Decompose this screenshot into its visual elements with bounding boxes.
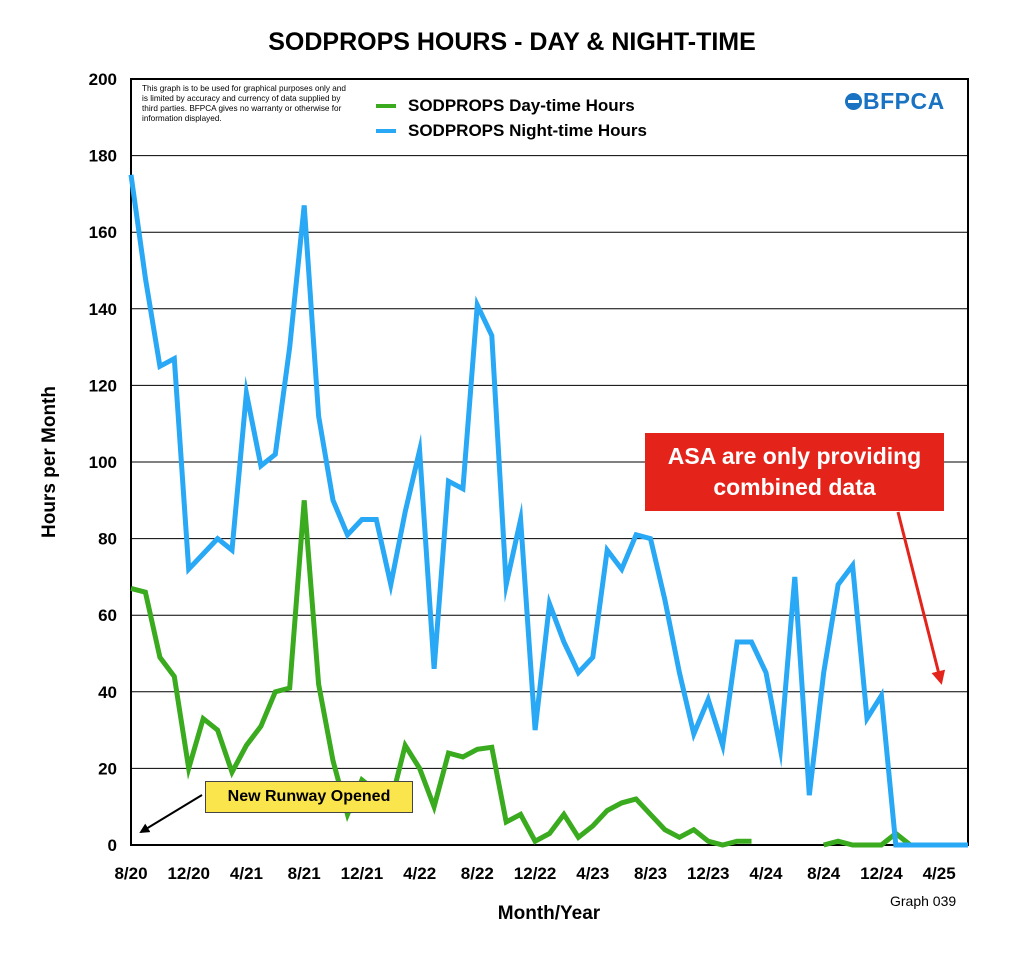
y-tick-label: 60 — [98, 606, 117, 625]
callout-line-1: ASA are only providing — [667, 443, 922, 469]
legend-label-day: SODPROPS Day-time Hours — [408, 95, 635, 115]
x-tick-label: 8/23 — [634, 864, 667, 883]
disclaimer-text: This graph is to be used for graphical p… — [142, 84, 346, 123]
y-tick-label: 120 — [89, 376, 117, 395]
y-tick-label: 80 — [98, 530, 117, 549]
legend-label-night: SODPROPS Night-time Hours — [408, 120, 647, 140]
x-tick-label: 8/20 — [114, 864, 147, 883]
y-tick-label: 20 — [98, 759, 117, 778]
x-tick-label: 8/24 — [807, 864, 841, 883]
series-line-day — [130, 500, 752, 848]
x-tick-label: 12/20 — [167, 864, 210, 883]
callout-line-2: combined data — [713, 474, 876, 500]
x-tick-label: 12/23 — [687, 864, 730, 883]
x-axis-title: Month/Year — [498, 903, 601, 924]
new-runway-callout: New Runway Opened — [205, 781, 413, 813]
plot-frame — [130, 78, 969, 846]
x-tick-label: 12/24 — [860, 864, 903, 883]
x-tick-label: 4/25 — [923, 864, 956, 883]
y-tick-label: 40 — [98, 683, 117, 702]
y-tick-label: 180 — [89, 147, 117, 166]
x-tick-label: 4/24 — [749, 864, 783, 883]
y-tick-label: 160 — [89, 223, 117, 242]
y-tick-label: 200 — [89, 70, 117, 89]
combined-data-callout: ASA are only providing combined data — [645, 433, 944, 511]
runway-arrow — [139, 794, 203, 834]
legend-item-night: SODPROPS Night-time Hours — [376, 118, 647, 143]
y-tick-label: 100 — [89, 453, 117, 472]
x-tick-label: 8/21 — [288, 864, 321, 883]
legend-swatch-night — [376, 128, 396, 133]
callout-arrow — [896, 511, 946, 685]
bfpca-logo-icon — [845, 93, 862, 110]
series-line-night — [128, 174, 968, 848]
legend-item-day: SODPROPS Day-time Hours — [376, 93, 647, 118]
y-tick-label: 0 — [108, 836, 117, 855]
y-axis-title: Hours per Month — [39, 386, 60, 538]
x-tick-label: 4/23 — [576, 864, 609, 883]
chart-title: SODPROPS HOURS - DAY & NIGHT-TIME — [268, 28, 756, 56]
bfpca-logo-text: BFPCA — [863, 88, 945, 114]
x-tick-label: 4/22 — [403, 864, 436, 883]
x-tick-label: 4/21 — [230, 864, 263, 883]
x-tick-label: 12/21 — [341, 864, 384, 883]
x-tick-label: 8/22 — [461, 864, 494, 883]
legend-swatch-day — [376, 103, 396, 108]
bfpca-logo: BFPCA — [845, 88, 945, 115]
x-tick-label: 12/22 — [514, 864, 557, 883]
legend: SODPROPS Day-time Hours SODPROPS Night-t… — [376, 93, 647, 143]
graph-id: Graph 039 — [890, 893, 957, 909]
y-tick-label: 140 — [89, 300, 117, 319]
